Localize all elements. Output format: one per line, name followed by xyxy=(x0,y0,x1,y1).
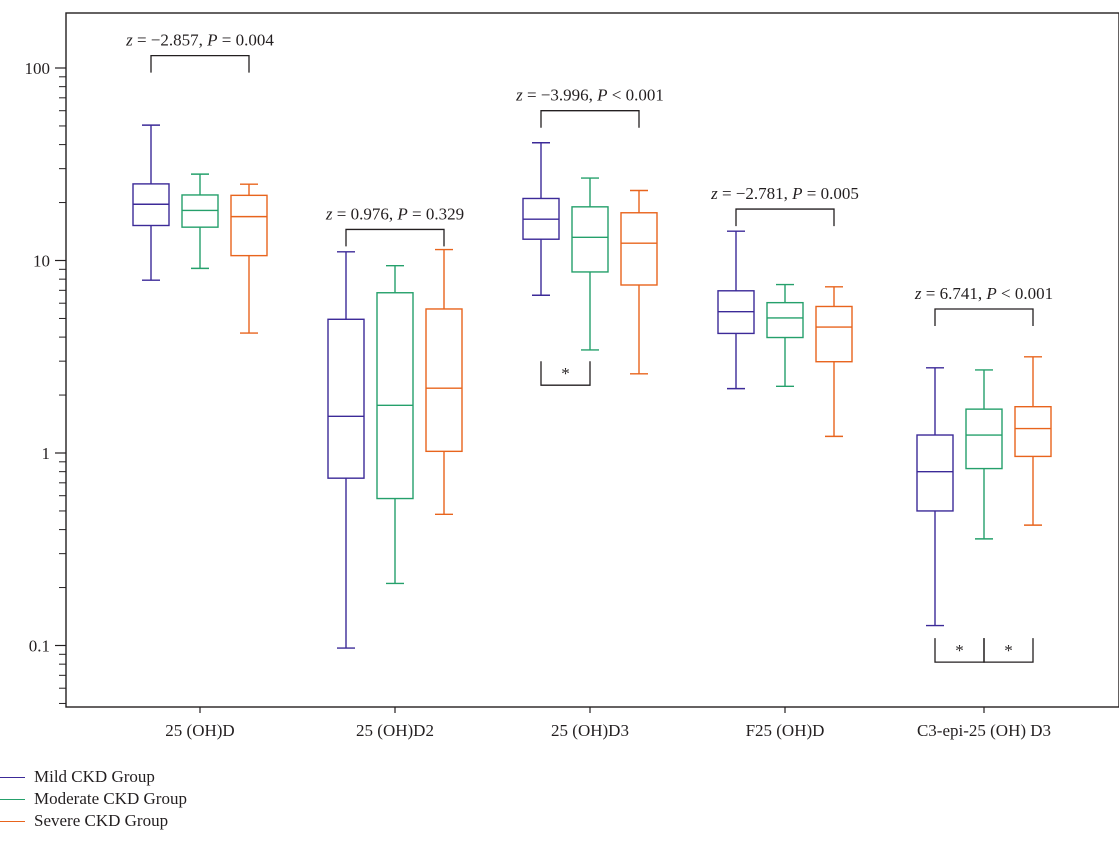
comparison-annotations: z = −2.857, P = 0.004 z = 0.976, P = 0.32… xyxy=(125,31,1053,663)
y-tick-label: 0.1 xyxy=(29,637,50,656)
box xyxy=(571,177,609,351)
series-1 xyxy=(132,124,954,649)
iqr-box xyxy=(815,305,853,363)
significance-bracket: * xyxy=(934,638,985,663)
iqr-box xyxy=(766,301,804,339)
bracket-line xyxy=(150,54,250,73)
bracket-line xyxy=(345,228,445,247)
box xyxy=(965,369,1003,540)
box xyxy=(132,124,170,281)
y-axis: 0.1 1 10 100 xyxy=(25,59,66,704)
iqr-box xyxy=(1014,405,1052,458)
series-3 xyxy=(230,183,1052,526)
box xyxy=(327,251,365,649)
plot-frame xyxy=(65,12,1119,708)
box xyxy=(620,189,658,375)
stat-label: z = −2.781, P = 0.005 xyxy=(710,184,859,203)
box xyxy=(230,183,268,334)
bracket-line xyxy=(983,638,1034,663)
stat-bracket: z = 0.976, P = 0.329 xyxy=(325,204,464,247)
significance-star: * xyxy=(1004,641,1013,660)
box xyxy=(425,248,463,516)
stat-bracket: z = −3.996, P < 0.001 xyxy=(515,86,664,128)
legend-label: Severe CKD Group xyxy=(34,811,169,830)
x-tick-label: 25 (OH)D3 xyxy=(551,721,629,740)
stat-label: z = 0.976, P = 0.329 xyxy=(325,204,464,223)
significance-star: * xyxy=(561,364,570,383)
significance-bracket: * xyxy=(540,361,591,386)
series-2 xyxy=(181,173,1003,585)
bracket-line xyxy=(934,308,1034,326)
iqr-box xyxy=(620,212,658,286)
legend-swatch xyxy=(0,799,25,800)
box xyxy=(766,283,804,388)
x-tick-label: F25 (OH)D xyxy=(746,721,825,740)
stat-label: z = −2.857, P = 0.004 xyxy=(125,31,274,50)
y-tick-label: 100 xyxy=(25,59,51,78)
legend-label: Moderate CKD Group xyxy=(34,789,187,808)
iqr-box xyxy=(965,408,1003,470)
x-axis: 25 (OH)D 25 (OH)D2 25 (OH)D3 F25 (OH)D C3-ep… xyxy=(165,707,1051,740)
box xyxy=(916,367,954,627)
stat-bracket: z = −2.781, P = 0.005 xyxy=(710,184,859,227)
legend-swatch xyxy=(0,821,25,822)
stat-bracket: z = 6.741, P < 0.001 xyxy=(914,284,1053,326)
bracket-line xyxy=(540,361,591,386)
y-tick-label: 1 xyxy=(42,444,51,463)
box xyxy=(1014,356,1052,526)
stat-bracket: z = −2.857, P = 0.004 xyxy=(125,31,274,73)
x-tick-label: 25 (OH)D xyxy=(165,721,234,740)
iqr-box xyxy=(916,434,954,512)
iqr-box xyxy=(571,206,609,273)
box-series xyxy=(132,124,1052,649)
iqr-box xyxy=(376,292,414,500)
box xyxy=(376,264,414,585)
x-tick-label: C3-epi-25 (OH) D3 xyxy=(917,721,1051,740)
box xyxy=(717,230,755,390)
box xyxy=(522,142,560,296)
bracket-line xyxy=(540,110,640,128)
iqr-box xyxy=(327,318,365,479)
stat-label: z = 6.741, P < 0.001 xyxy=(914,284,1053,303)
iqr-box xyxy=(425,308,463,453)
significance-star: * xyxy=(955,641,964,660)
box xyxy=(815,286,853,438)
box xyxy=(181,173,219,270)
y-tick-label: 10 xyxy=(33,252,50,271)
legend-swatch xyxy=(0,777,25,778)
bracket-line xyxy=(735,208,835,227)
iqr-box xyxy=(230,194,268,257)
x-tick-label: 25 (OH)D2 xyxy=(356,721,434,740)
legend-label: Mild CKD Group xyxy=(34,767,155,786)
stat-label: z = −3.996, P < 0.001 xyxy=(515,86,664,105)
significance-bracket: * xyxy=(983,638,1034,663)
